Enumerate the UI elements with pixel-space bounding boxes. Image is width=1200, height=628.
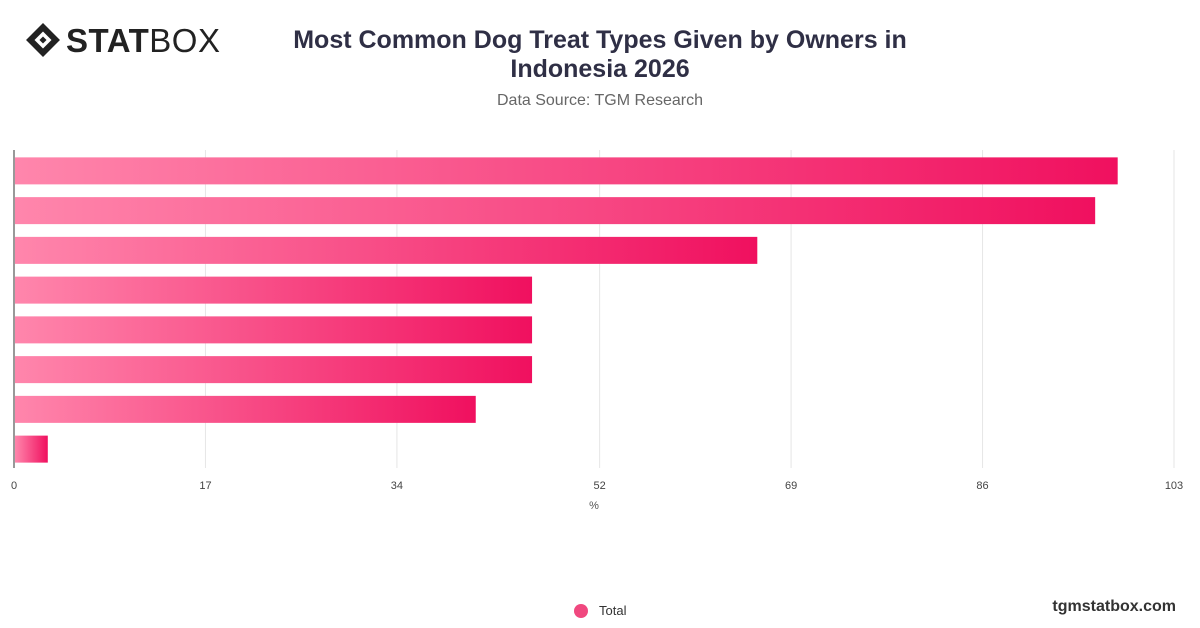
chart-subtitle: Data Source: TGM Research [496,92,703,109]
x-tick-label: 34 [391,480,403,492]
x-tick-label: 0 [11,480,17,492]
bar[interactable] [15,276,533,304]
bar[interactable] [15,197,1096,225]
legend-label: Total [599,603,627,618]
statbox-logo: STATBOX [26,22,220,58]
statbox-diamond-icon [26,23,60,57]
x-tick-label: 86 [976,480,988,492]
x-tick-label: 17 [199,480,211,492]
legend-swatch [574,603,588,618]
chart-title: Most Common Dog Treat Types Given by Own… [293,26,907,83]
bar[interactable] [15,356,533,384]
footer-site[interactable]: tgmstatbox.com [1052,598,1176,615]
x-tick-label: 52 [594,480,606,492]
bar[interactable] [15,316,533,344]
bar[interactable] [15,435,48,463]
bar[interactable] [15,157,1118,185]
legend[interactable]: Total [574,603,626,618]
bar[interactable] [15,236,758,264]
bar[interactable] [15,395,476,423]
x-axis-label: % [589,500,599,512]
x-tick-label: 69 [785,480,797,492]
x-tick-label: 103 [1165,480,1183,492]
logo-wordmark: STATBOX [66,21,221,59]
